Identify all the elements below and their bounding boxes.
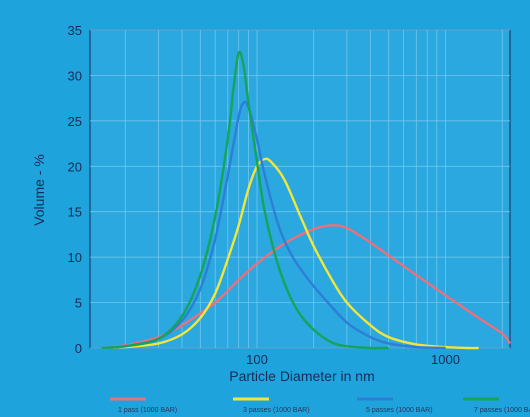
legend-label-1: 1 pass (1000 BAR) (118, 407, 177, 414)
y-tick-label: 30 (68, 68, 82, 83)
x-axis-label: Particle Diameter in nm (229, 368, 375, 384)
y-tick-label: 10 (68, 250, 82, 265)
y-tick-label: 20 (68, 159, 82, 174)
y-axis-label: Volume - % (31, 154, 47, 226)
x-axis-ticks: 100 1000 (246, 352, 460, 367)
series-line-4 (101, 50, 389, 350)
legend-label-3: 5 passes (1000 BAR) (366, 407, 433, 414)
y-tick-label: 35 (68, 23, 82, 38)
series-lines (101, 50, 511, 350)
legend: 1 pass (1000 BAR) 3 passes (1000 BAR) 5 pa… (110, 397, 530, 414)
x-tick-label: 1000 (431, 352, 460, 367)
legend-label-4: 7 passes (1000 BAR) (474, 407, 530, 414)
y-tick-label: 15 (68, 205, 82, 220)
y-tick-label: 25 (68, 114, 82, 129)
legend-label-2: 3 passes (1000 BAR) (243, 407, 310, 414)
y-tick-label: 0 (75, 341, 82, 356)
plot-area (89, 29, 511, 349)
grid (90, 29, 510, 349)
y-axis-ticks: 0 5 10 15 20 25 30 35 (68, 23, 82, 356)
series-line-3 (101, 100, 446, 350)
y-tick-label: 5 (75, 296, 82, 311)
series-line-2 (101, 157, 479, 350)
x-tick-label: 100 (246, 352, 268, 367)
